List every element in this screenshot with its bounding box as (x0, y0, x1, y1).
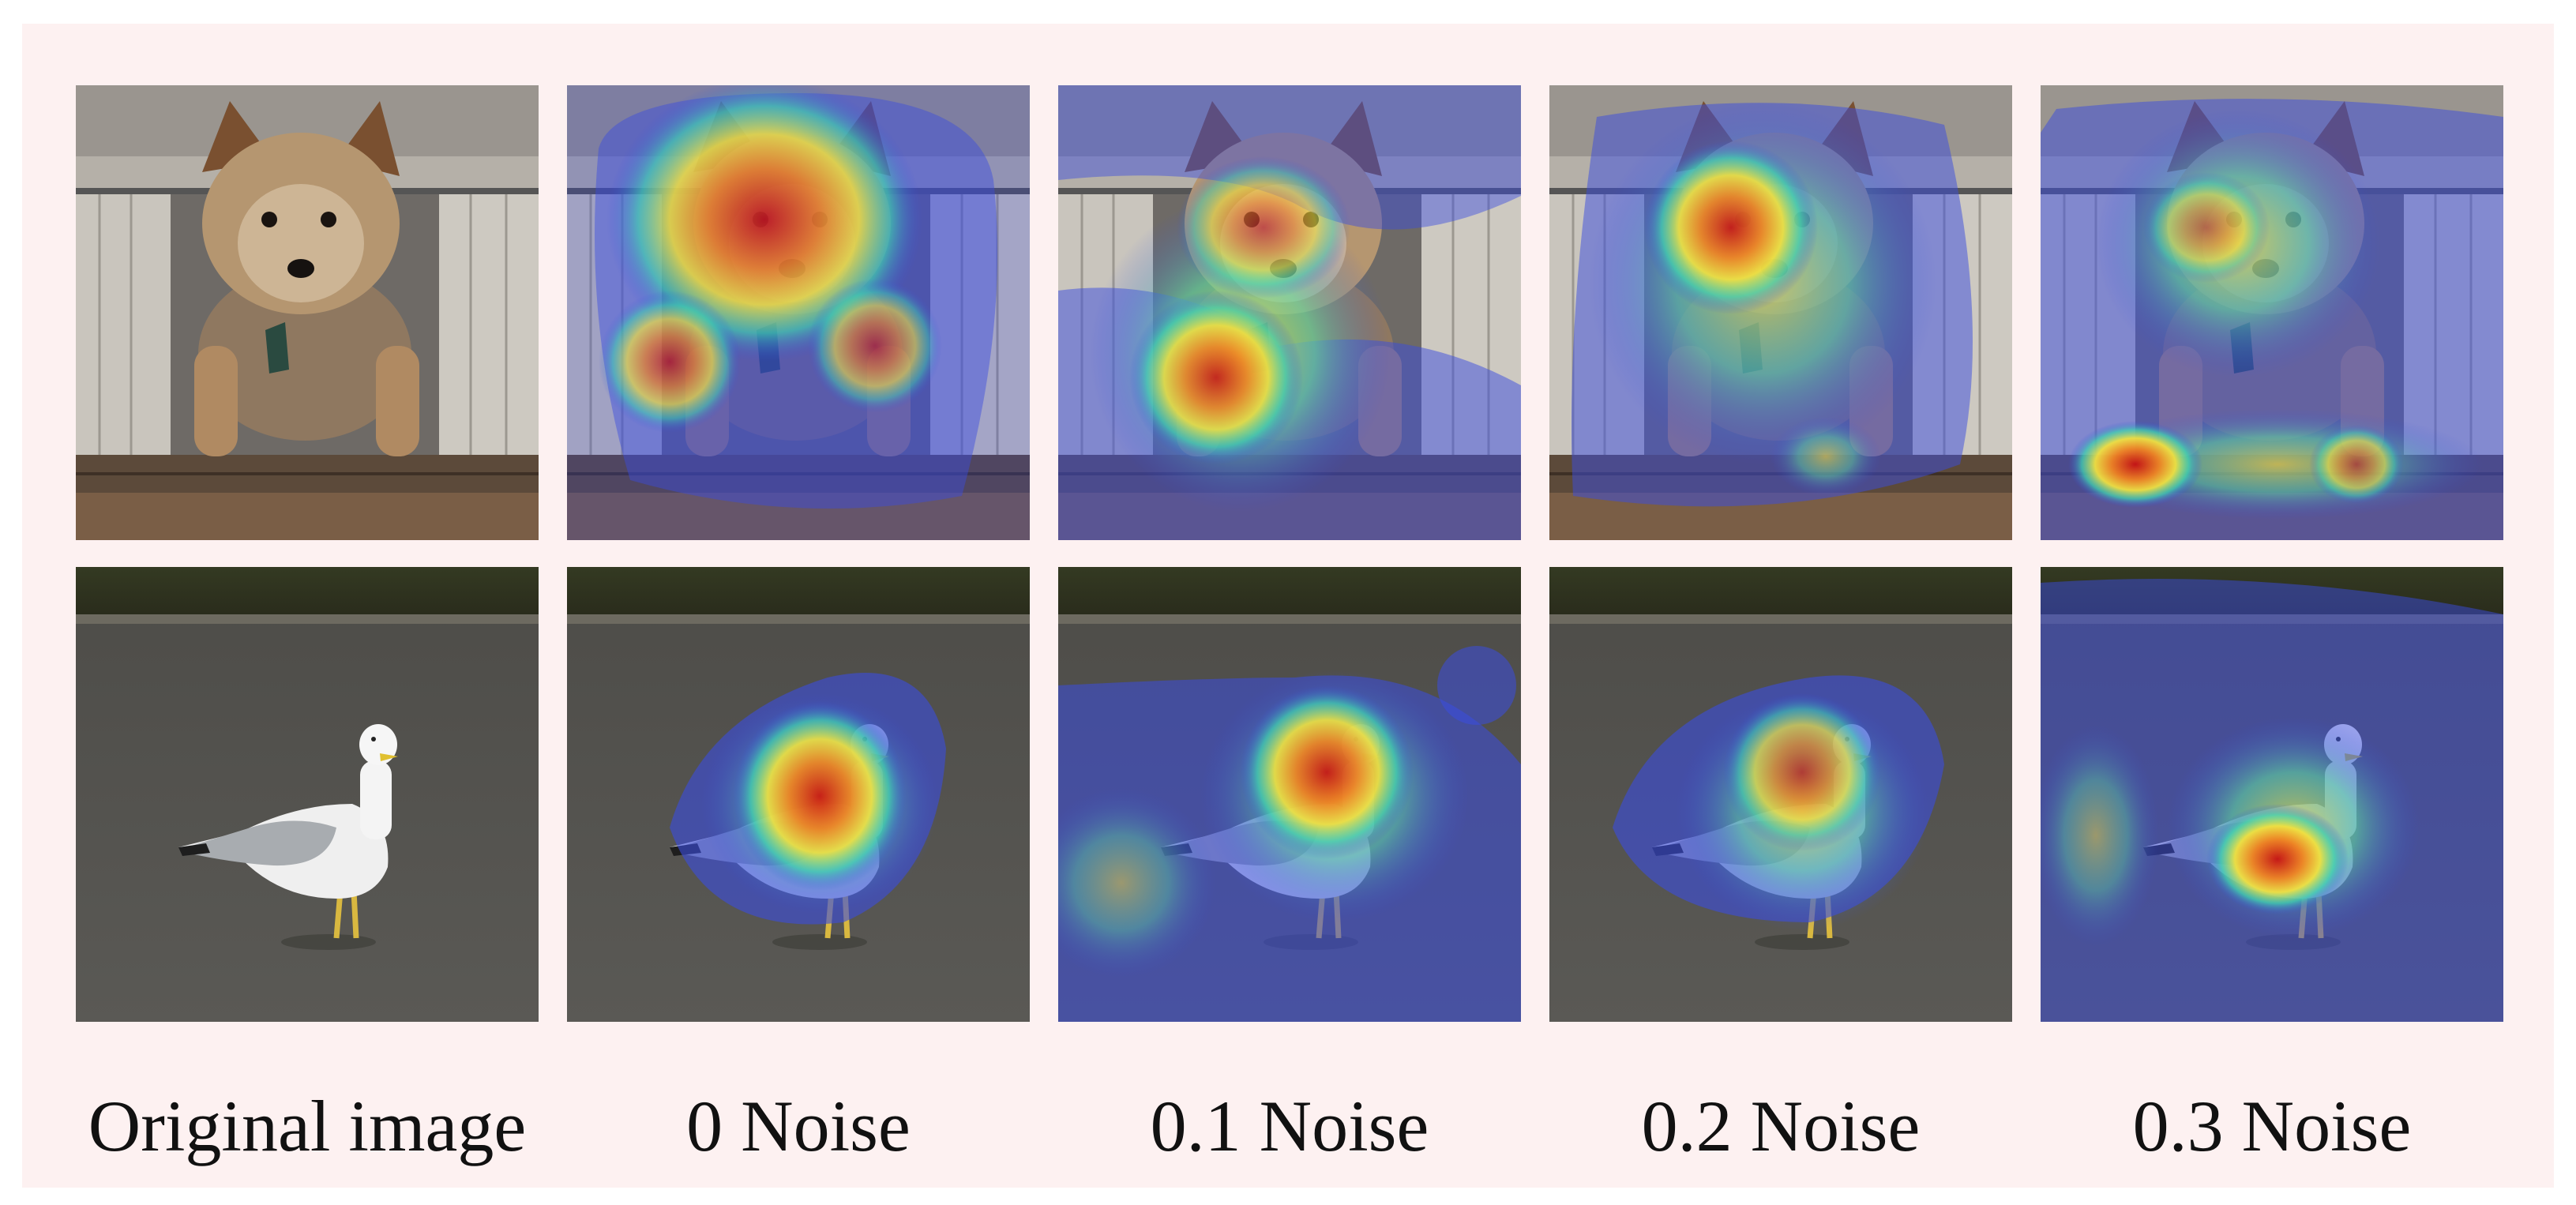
caption-0-noise: 0 Noise (686, 1086, 911, 1166)
figure-panel: Original image 0 Noise 0.1 Noise 0.2 Noi… (22, 24, 2554, 1188)
seagull-heatmap-noise-0.3 (2041, 567, 2503, 1022)
caption-0.3-noise: 0.3 Noise (2132, 1086, 2412, 1166)
dog-heatmap-noise-0 (567, 85, 1030, 540)
caption-0.1-noise: 0.1 Noise (1150, 1086, 1429, 1166)
caption-original-image: Original image (88, 1086, 527, 1166)
seagull-heatmap-noise-0.1 (1058, 567, 1521, 1022)
dog-heatmap-noise-0.1 (1058, 85, 1521, 540)
caption-0.2-noise: 0.2 Noise (1641, 1086, 1921, 1166)
dog-heatmap-noise-0.3 (2041, 85, 2503, 540)
dog-original-image (76, 85, 539, 540)
seagull-heatmap-noise-0 (567, 567, 1030, 1022)
dog-heatmap-noise-0.2 (1549, 85, 2012, 540)
seagull-heatmap-noise-0.2 (1549, 567, 2012, 1022)
seagull-original-image (76, 567, 539, 1022)
